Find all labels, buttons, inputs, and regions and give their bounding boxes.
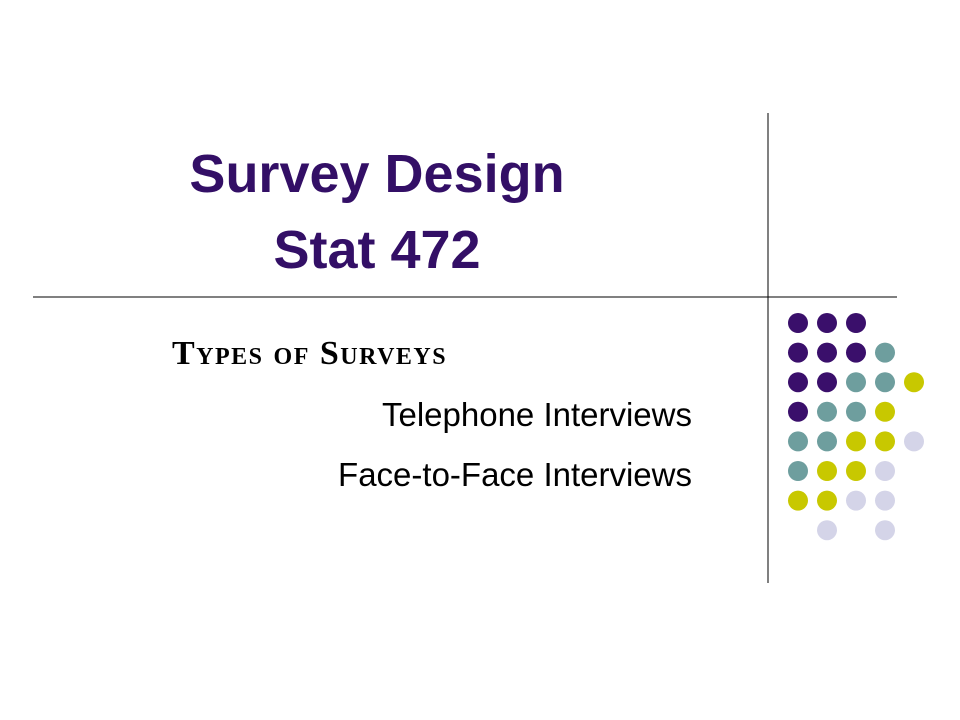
dot	[846, 461, 866, 481]
dot	[788, 461, 808, 481]
dot	[788, 313, 808, 333]
dot	[788, 401, 808, 422]
dot	[875, 431, 895, 452]
dot	[846, 431, 866, 452]
dot	[788, 431, 808, 452]
list-item: Telephone Interviews	[382, 396, 692, 433]
dot	[817, 401, 837, 422]
title-line: Stat 472	[273, 220, 480, 280]
dot	[788, 372, 808, 393]
dot	[875, 372, 895, 393]
dot	[817, 431, 837, 452]
dot	[846, 401, 866, 422]
subtitle: Types of Surveys	[172, 335, 447, 372]
dot	[817, 372, 837, 393]
dot	[846, 490, 866, 511]
dot	[904, 431, 924, 452]
dot	[846, 342, 866, 363]
dot-pattern	[788, 313, 924, 541]
title-line: Survey Design	[189, 144, 564, 204]
dot	[817, 490, 837, 511]
dot	[875, 520, 895, 541]
dot	[788, 342, 808, 363]
dot	[875, 401, 895, 422]
dot	[846, 313, 866, 333]
dot	[875, 461, 895, 481]
dot	[904, 372, 924, 393]
dot	[875, 490, 895, 511]
dot	[817, 313, 837, 333]
dot	[788, 490, 808, 511]
dot	[875, 342, 895, 363]
dot	[846, 372, 866, 393]
dot	[817, 461, 837, 481]
dot	[817, 520, 837, 541]
list-item: Face-to-Face Interviews	[338, 456, 692, 493]
dot	[817, 342, 837, 363]
